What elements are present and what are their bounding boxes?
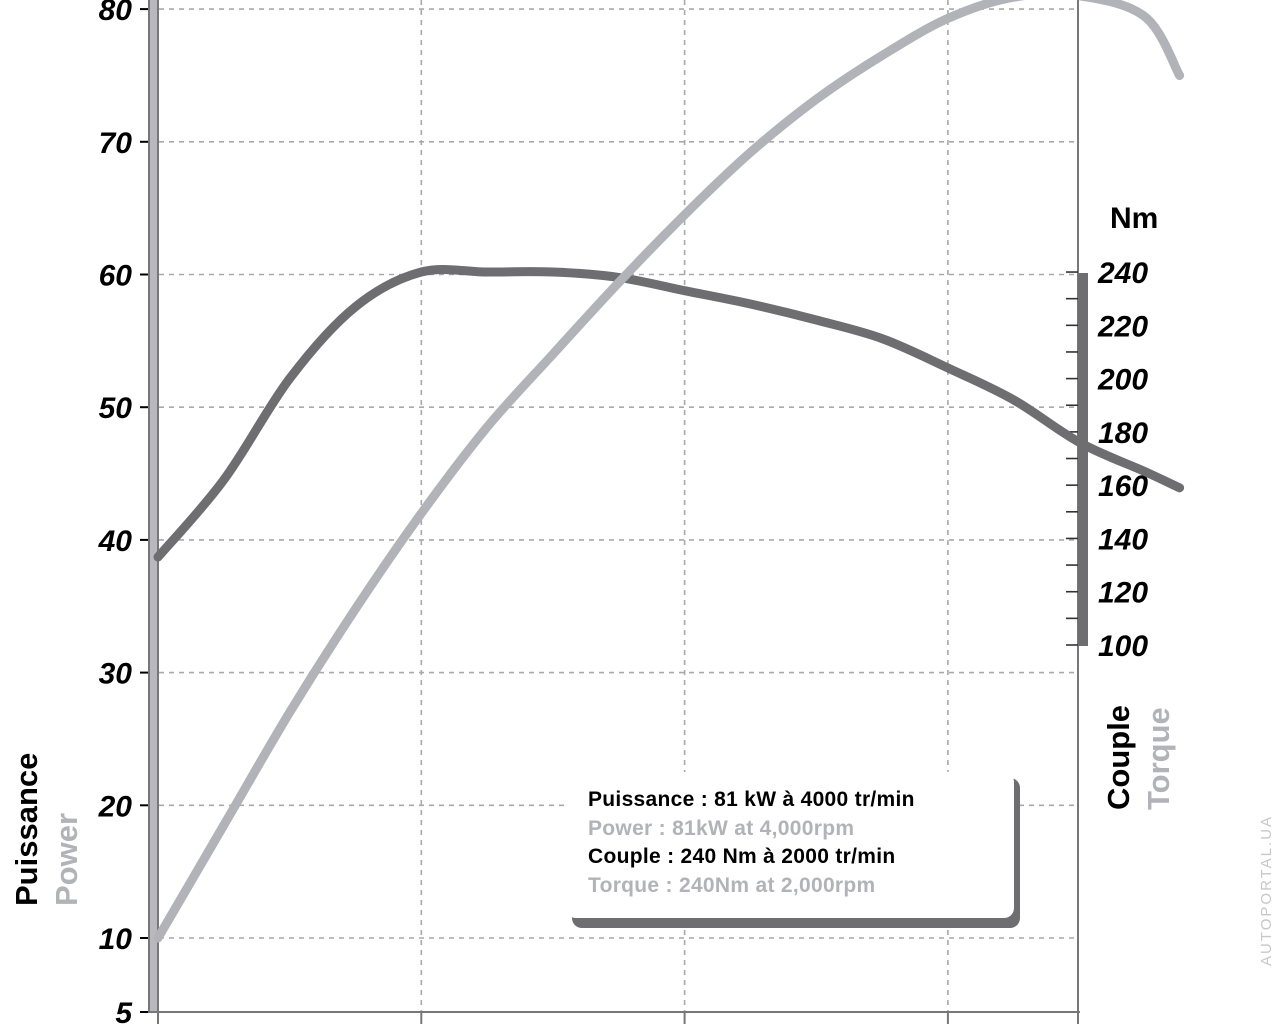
left-tick-label: 60	[99, 260, 133, 293]
right-tick-label: 120	[1098, 577, 1148, 610]
legend-torque-fr: Couple : 240 Nm à 2000 tr/min	[588, 845, 896, 868]
legend-box: Puissance : 81 kW à 4000 tr/min Power : …	[566, 772, 1014, 918]
right-axis-ticks: 100 120 140 160 180 200 220 240	[1066, 257, 1148, 663]
curves	[153, 0, 1185, 943]
right-tick-label: 180	[1098, 417, 1148, 450]
right-tick-label: 240	[1097, 257, 1148, 290]
power-curve	[153, 0, 1185, 943]
watermark: AUTOPORTAL.UA	[1258, 815, 1275, 966]
legend-power-fr: Puissance : 81 kW à 4000 tr/min	[588, 788, 915, 811]
right-tick-label: 100	[1098, 630, 1148, 663]
left-axis-title: Puissance	[9, 753, 44, 906]
right-tick-label: 200	[1097, 364, 1148, 397]
left-axis-ticks: 5 10 20 30 40 50 60 70 80	[98, 0, 148, 1024]
left-tick-label: 80	[99, 0, 133, 27]
torque-curve	[153, 264, 1185, 562]
left-tick-label: 30	[99, 658, 133, 691]
right-axis-unit: Nm	[1110, 202, 1158, 235]
right-tick-label: 140	[1098, 523, 1148, 556]
legend-torque-en: Torque : 240Nm at 2,000rpm	[588, 873, 876, 897]
right-tick-label: 160	[1098, 470, 1148, 503]
right-axis-title-en: Torque	[1141, 707, 1176, 810]
left-tick-label: 10	[99, 923, 133, 956]
left-tick-label: 70	[99, 127, 133, 160]
right-tick-label: 220	[1097, 310, 1148, 343]
left-axis-title-en: Power	[49, 813, 84, 906]
left-tick-label: 40	[98, 525, 133, 558]
left-tick-label: 20	[98, 790, 133, 823]
left-axis-bar-inner	[150, 0, 157, 1012]
left-tick-label: 5	[115, 997, 133, 1024]
torque-scale-bar	[1078, 273, 1088, 646]
left-tick-label: 50	[99, 392, 133, 425]
legend-power-en: Power : 81kW at 4,000rpm	[588, 816, 855, 840]
right-axis-title: Couple	[1101, 705, 1136, 810]
